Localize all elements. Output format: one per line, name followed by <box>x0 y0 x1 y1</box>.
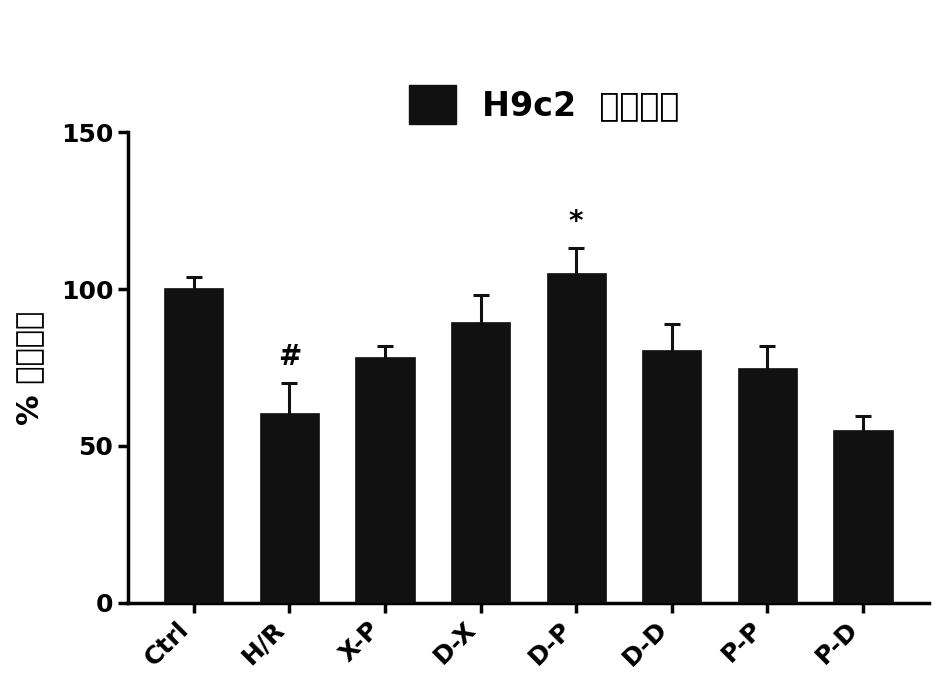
Bar <box>834 430 893 602</box>
Bar <box>642 351 701 602</box>
Bar <box>164 287 224 602</box>
Legend: H9c2  心肌细胞: H9c2 心肌细胞 <box>402 79 686 130</box>
Bar <box>737 368 797 602</box>
Y-axis label: % 细胞活力: % 细胞活力 <box>15 310 44 425</box>
Bar <box>451 322 510 602</box>
Bar <box>260 413 319 602</box>
Bar <box>355 357 414 602</box>
Text: *: * <box>569 208 583 236</box>
Text: #: # <box>278 342 301 370</box>
Bar <box>547 274 606 602</box>
